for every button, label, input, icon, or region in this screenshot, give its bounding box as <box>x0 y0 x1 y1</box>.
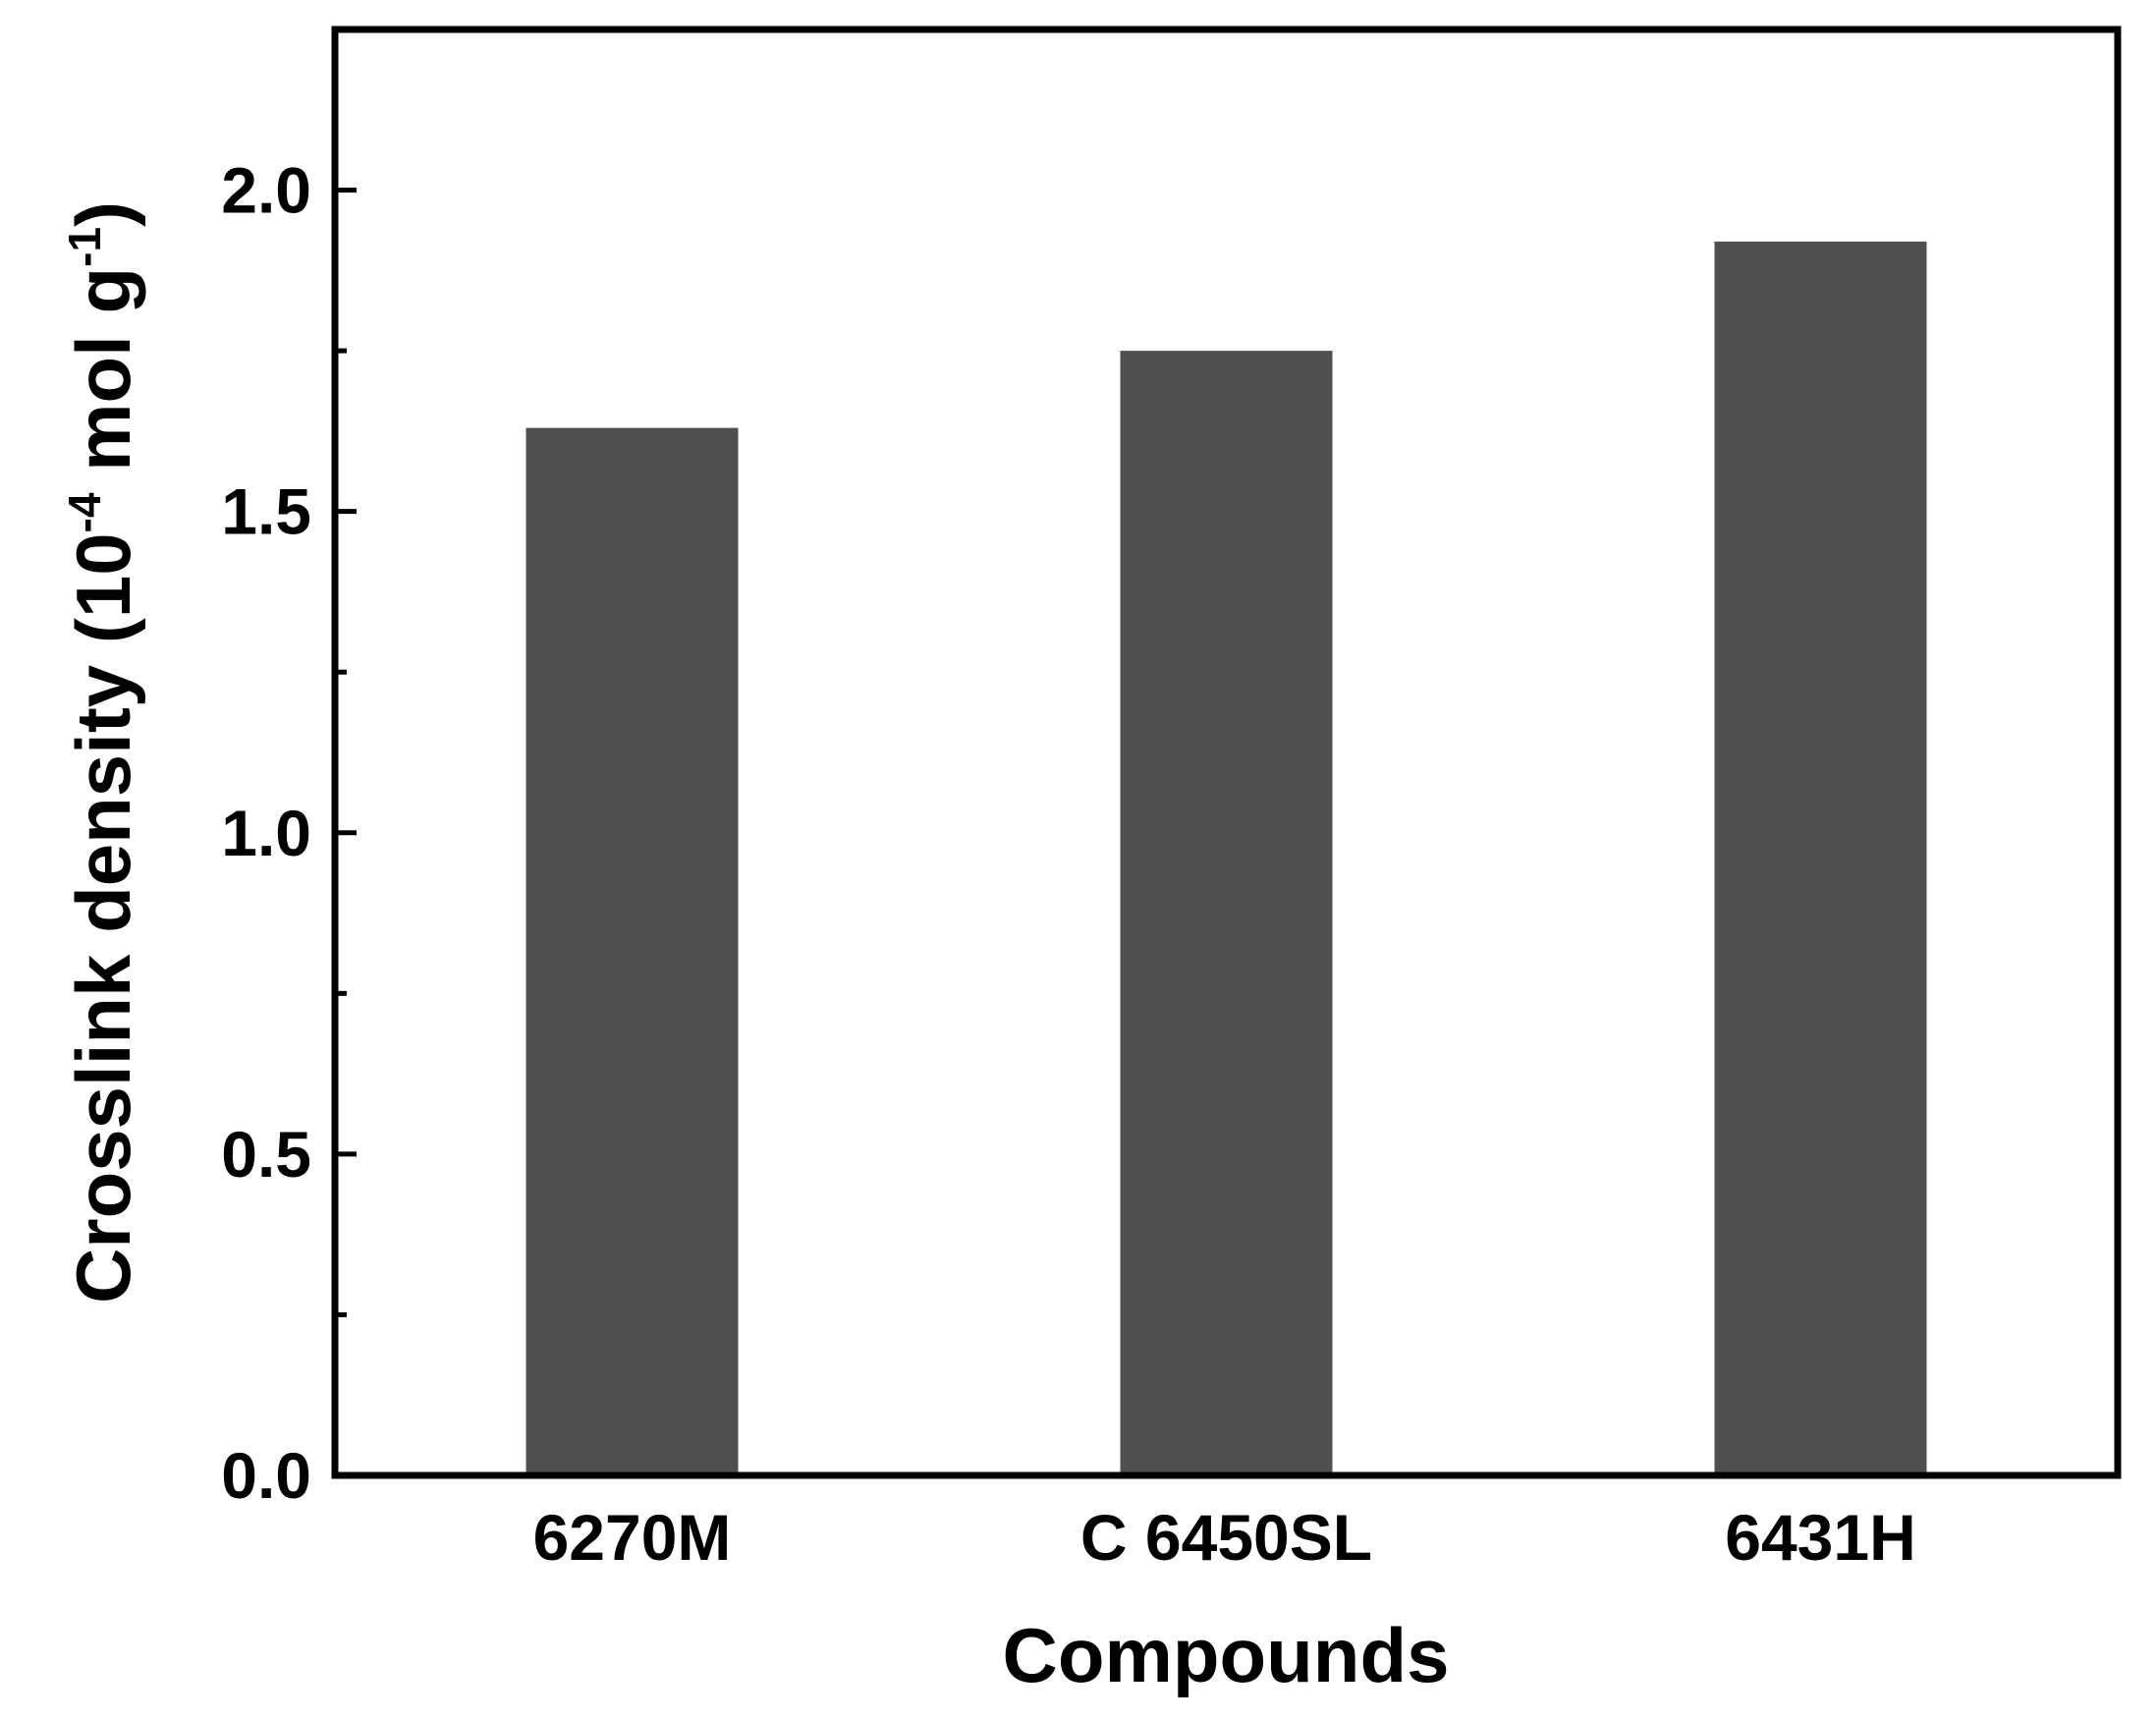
x-axis-ticks: 6270M C 6450SL 6431H <box>533 1501 1916 1574</box>
y-tick-label-1: 0.5 <box>221 1118 311 1191</box>
x-tick-label-0: 6270M <box>533 1501 732 1574</box>
x-tick-label-2: 6431H <box>1725 1501 1916 1574</box>
y-axis-title-exponent-1: -4 <box>59 492 110 532</box>
y-axis-title: Crosslink density (10-4 mol g-1) <box>59 201 146 1304</box>
y-axis-ticks: 0.0 0.5 1.0 1.5 2.0 <box>221 154 357 1512</box>
y-axis-title-exponent-2: -1 <box>59 227 110 267</box>
bar-0 <box>525 427 739 1475</box>
bar-1 <box>1120 351 1333 1476</box>
y-axis-title-suffix: ) <box>60 201 146 227</box>
y-tick-label-4: 2.0 <box>221 154 311 227</box>
y-axis-title-middle: mol g <box>60 267 146 493</box>
y-tick-label-3: 1.5 <box>221 475 311 548</box>
y-tick-label-2: 1.0 <box>221 797 311 869</box>
y-tick-label-0: 0.0 <box>221 1439 311 1512</box>
y-axis-title-prefix: Crosslink density (10 <box>60 532 146 1304</box>
x-axis-title: Compounds <box>1003 1612 1450 1698</box>
x-tick-label-1: C 6450SL <box>1080 1501 1372 1574</box>
plot-frame <box>331 26 2122 1479</box>
bars-group <box>525 241 1927 1476</box>
bar-2 <box>1714 241 1927 1476</box>
